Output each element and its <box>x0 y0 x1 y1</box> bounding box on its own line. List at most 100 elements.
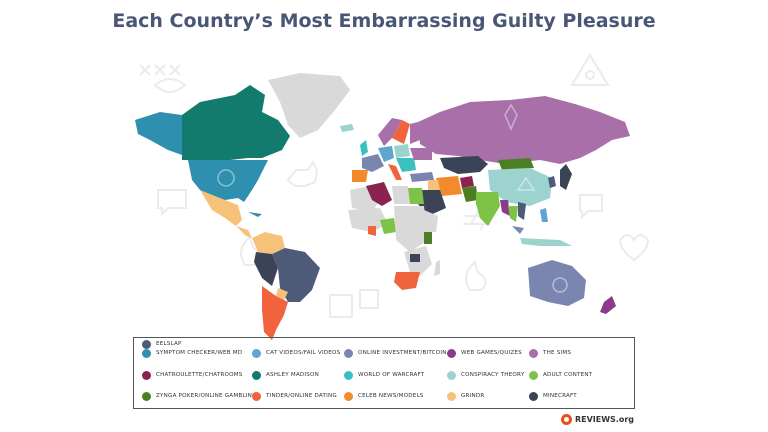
legend-item: SYMPTOM CHECKER/WEB MD <box>142 347 242 359</box>
region-cuba <box>248 212 262 217</box>
lips-doodle-icon <box>153 78 187 93</box>
region-myanmar <box>500 200 510 216</box>
region-ethiopia <box>424 210 438 232</box>
map-legend: SYMPTOM CHECKER/WEB MD CAT VIDEOS/FAIL VI… <box>133 337 635 409</box>
region-russia <box>418 96 630 164</box>
legend-label: ZYNGA POKER/ONLINE GAMBLING <box>156 393 257 399</box>
heart-doodle-icon <box>618 234 650 262</box>
region-brazil <box>272 248 320 302</box>
legend-label: EELSLAP <box>156 341 182 347</box>
legend-swatch <box>529 391 538 401</box>
legend-swatch <box>447 348 456 358</box>
legend-label: WORLD OF WARCRAFT <box>358 372 425 378</box>
region-china <box>488 168 552 206</box>
region-balkans <box>396 158 416 172</box>
legend-item: GRINDR <box>447 390 484 402</box>
region-turkey <box>410 172 434 182</box>
legend-swatch <box>252 348 261 358</box>
region-ukraine <box>410 148 432 160</box>
dice-doodle-icon <box>329 289 379 318</box>
region-libya <box>392 186 410 204</box>
chat-bubble-right-doodle-icon <box>579 194 603 220</box>
legend-swatch <box>529 370 538 380</box>
legend-label: ONLINE INVESTMENT/BITCOIN <box>358 350 447 356</box>
region-canada <box>182 85 290 160</box>
region-new-zealand <box>600 296 616 314</box>
legend-label: GRINDR <box>461 393 485 399</box>
legend-swatch <box>344 391 353 401</box>
region-philippines <box>540 208 548 222</box>
brand-text: REVIEWS.org <box>574 415 634 424</box>
legend-label: WEB GAMES/QUIZES <box>461 350 522 356</box>
legend-item: CELEB NEWS/MODELS <box>344 390 424 402</box>
legend-swatch <box>142 391 151 401</box>
region-argentina <box>262 286 288 340</box>
region-afghanistan <box>460 176 474 188</box>
region-vietnam <box>518 202 526 220</box>
legend-item: WEB GAMES/QUIZES <box>447 347 522 359</box>
region-madagascar <box>434 260 440 276</box>
region-paraguay <box>276 288 288 300</box>
map-overlay-icons <box>217 103 568 293</box>
chat-bubble-doodle-icon <box>157 189 187 217</box>
region-central-america <box>236 226 252 238</box>
legend-swatch <box>142 370 151 380</box>
region-japan <box>560 164 572 190</box>
region-south-africa <box>394 272 420 290</box>
legend-item: THE SIMS <box>529 347 571 359</box>
region-spain <box>352 170 368 182</box>
legend-label: CAT VIDEOS/FAIL VIDEOS <box>266 350 341 356</box>
region-pakistan <box>462 186 478 202</box>
pyramid-icon <box>516 176 536 191</box>
region-greenland <box>268 73 350 138</box>
region-west-africa <box>348 208 388 232</box>
legend-swatch <box>529 348 538 358</box>
region-ghana <box>368 226 376 236</box>
reviews-logo-icon <box>560 414 572 425</box>
page-title: Each Country’s Most Embarrassing Guilty … <box>112 10 656 32</box>
legend-item: WORLD OF WARCRAFT <box>344 369 424 381</box>
region-italy <box>388 164 402 180</box>
legend-item: EELSLAP <box>142 338 182 350</box>
legend-item: ASHLEY MADISON <box>252 369 319 381</box>
legend-item: MINECRAFT <box>529 390 577 402</box>
legend-label: SYMPTOM CHECKER/WEB MD <box>156 350 243 356</box>
legend-item: ONLINE INVESTMENT/BITCOIN <box>344 347 447 359</box>
region-egypt <box>408 188 424 204</box>
legend-label: MINECRAFT <box>543 393 577 399</box>
legend-item: CAT VIDEOS/FAIL VIDEOS <box>252 347 340 359</box>
legend-swatch <box>252 391 261 401</box>
dog-doodle-icon <box>286 159 319 187</box>
legend-label: CHATROULETTE/CHATROOMS <box>156 372 243 378</box>
region-finland <box>410 122 420 144</box>
region-australia <box>528 260 586 306</box>
region-usa <box>188 160 268 202</box>
region-france <box>362 154 384 172</box>
legend-item: ZYNGA POKER/ONLINE GAMBLING <box>142 390 256 402</box>
region-malaysia <box>512 226 524 234</box>
xxx-doodle-icon <box>139 64 181 76</box>
region-alaska <box>135 112 182 155</box>
legend-swatch <box>142 339 151 349</box>
region-colombia <box>252 232 285 254</box>
region-nigeria <box>380 218 396 234</box>
region-india <box>476 192 500 226</box>
world-map <box>135 53 650 340</box>
legend-swatch <box>447 370 456 380</box>
region-iraq <box>428 180 440 190</box>
legend-label: TINDER/ONLINE DATING <box>266 393 337 399</box>
brand-logo: REVIEWS.org <box>560 414 634 425</box>
legend-swatch <box>447 391 456 401</box>
legend-label: THE SIMS <box>543 350 572 356</box>
region-algeria <box>366 182 392 206</box>
region-zambia <box>410 254 420 262</box>
legend-swatch <box>252 370 261 380</box>
legend-swatch <box>344 348 353 358</box>
region-kenya <box>424 232 432 244</box>
region-iran <box>436 176 462 196</box>
eye-pyramid-doodle-icon <box>570 53 610 86</box>
flame-right-doodle-icon <box>465 260 487 291</box>
eye-pyramid-pupil-icon <box>585 70 595 80</box>
bitcoin-icon <box>552 277 568 293</box>
region-germany <box>378 146 394 162</box>
